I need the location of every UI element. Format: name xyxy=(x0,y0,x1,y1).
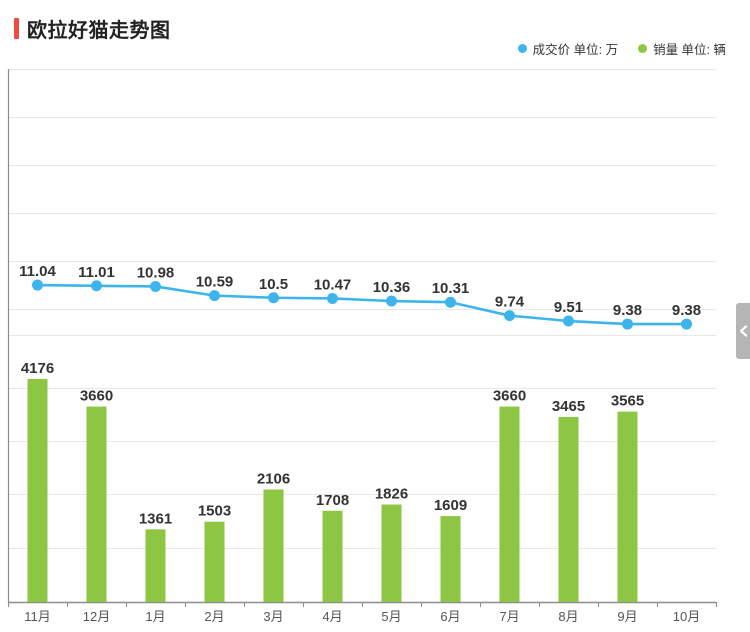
x-axis-label: 10月 xyxy=(673,609,700,624)
price-point[interactable] xyxy=(150,280,161,292)
sales-bar-label: 1609 xyxy=(434,497,467,514)
sales-bar-label: 1503 xyxy=(198,503,231,520)
price-legend-dot-icon xyxy=(517,44,527,53)
sales-bar[interactable] xyxy=(440,516,461,602)
sales-bar[interactable] xyxy=(499,406,520,602)
sales-bar[interactable] xyxy=(86,406,107,602)
price-point[interactable] xyxy=(386,295,397,307)
x-axis-label: 5月 xyxy=(381,609,401,624)
price-point[interactable] xyxy=(504,310,515,322)
sales-bar[interactable] xyxy=(558,416,579,602)
price-point[interactable] xyxy=(91,280,102,292)
sales-bar[interactable] xyxy=(381,504,402,602)
sales-bar[interactable] xyxy=(263,489,284,602)
x-axis-label: 7月 xyxy=(499,609,519,624)
price-point[interactable] xyxy=(209,290,220,302)
price-point-label: 9.38 xyxy=(613,302,642,319)
x-axis-label: 9月 xyxy=(617,609,637,624)
price-point-label: 10.98 xyxy=(137,264,175,281)
price-point[interactable] xyxy=(32,279,43,291)
price-point[interactable] xyxy=(563,315,574,327)
sales-bar-label: 4176 xyxy=(21,360,54,377)
price-point-label: 10.59 xyxy=(196,274,234,291)
price-point-label: 10.47 xyxy=(314,276,352,293)
sales-bar[interactable] xyxy=(617,411,638,602)
sales-legend-dot-icon xyxy=(638,44,648,53)
price-point-label: 9.51 xyxy=(554,299,583,316)
chevron-left-icon xyxy=(739,325,747,337)
sales-legend-label: 销量 单位: 辆 xyxy=(653,43,726,57)
page-title: 欧拉好猫走势图 xyxy=(27,20,171,42)
price-point[interactable] xyxy=(327,292,338,304)
x-axis-label: 4月 xyxy=(322,609,342,624)
sales-bar-label: 1826 xyxy=(375,485,408,502)
header: 欧拉好猫走势图 xyxy=(14,14,171,43)
x-axis-label: 6月 xyxy=(440,609,460,624)
sales-bar-label: 2106 xyxy=(257,471,290,488)
sales-bar-label: 3660 xyxy=(493,388,526,405)
price-point[interactable] xyxy=(622,318,633,330)
price-legend-label: 成交价 单位: 万 xyxy=(532,43,619,57)
price-point-label: 10.31 xyxy=(432,280,470,297)
price-point-label: 11.04 xyxy=(19,263,56,280)
price-point-label: 10.36 xyxy=(373,279,411,296)
price-point[interactable] xyxy=(681,318,692,330)
sales-bar-label: 3565 xyxy=(611,393,644,410)
price-point-label: 11.01 xyxy=(78,264,115,281)
legend-item-sales: 销量 单位: 辆 xyxy=(638,39,726,58)
x-axis-label: 1月 xyxy=(145,609,165,624)
x-axis-label: 12月 xyxy=(83,609,110,624)
side-panel-toggle[interactable] xyxy=(736,303,750,359)
sales-bar[interactable] xyxy=(145,529,166,602)
sales-bar-label: 3660 xyxy=(80,388,113,405)
price-point-label: 9.38 xyxy=(672,302,701,319)
x-axis-label: 8月 xyxy=(558,609,578,624)
x-axis-label: 11月 xyxy=(24,609,51,624)
x-axis-label: 2月 xyxy=(204,609,224,624)
price-point[interactable] xyxy=(445,296,456,308)
title-accent-bar xyxy=(14,18,19,39)
sales-bar-label: 1708 xyxy=(316,492,349,509)
sales-bar[interactable] xyxy=(322,510,343,602)
price-point-label: 9.74 xyxy=(495,294,525,311)
price-line xyxy=(36,283,688,326)
chart-legend: 成交价 单位: 万 销量 单位: 辆 xyxy=(517,39,726,58)
sales-bar[interactable] xyxy=(27,379,48,602)
price-point-label: 10.5 xyxy=(259,276,288,293)
sales-bar-label: 3465 xyxy=(552,398,585,415)
legend-item-price: 成交价 单位: 万 xyxy=(517,39,619,58)
price-point[interactable] xyxy=(268,292,279,304)
x-axis-label: 3月 xyxy=(263,609,283,624)
sales-bar[interactable] xyxy=(204,521,225,602)
sales-bar-label: 1361 xyxy=(139,510,172,527)
